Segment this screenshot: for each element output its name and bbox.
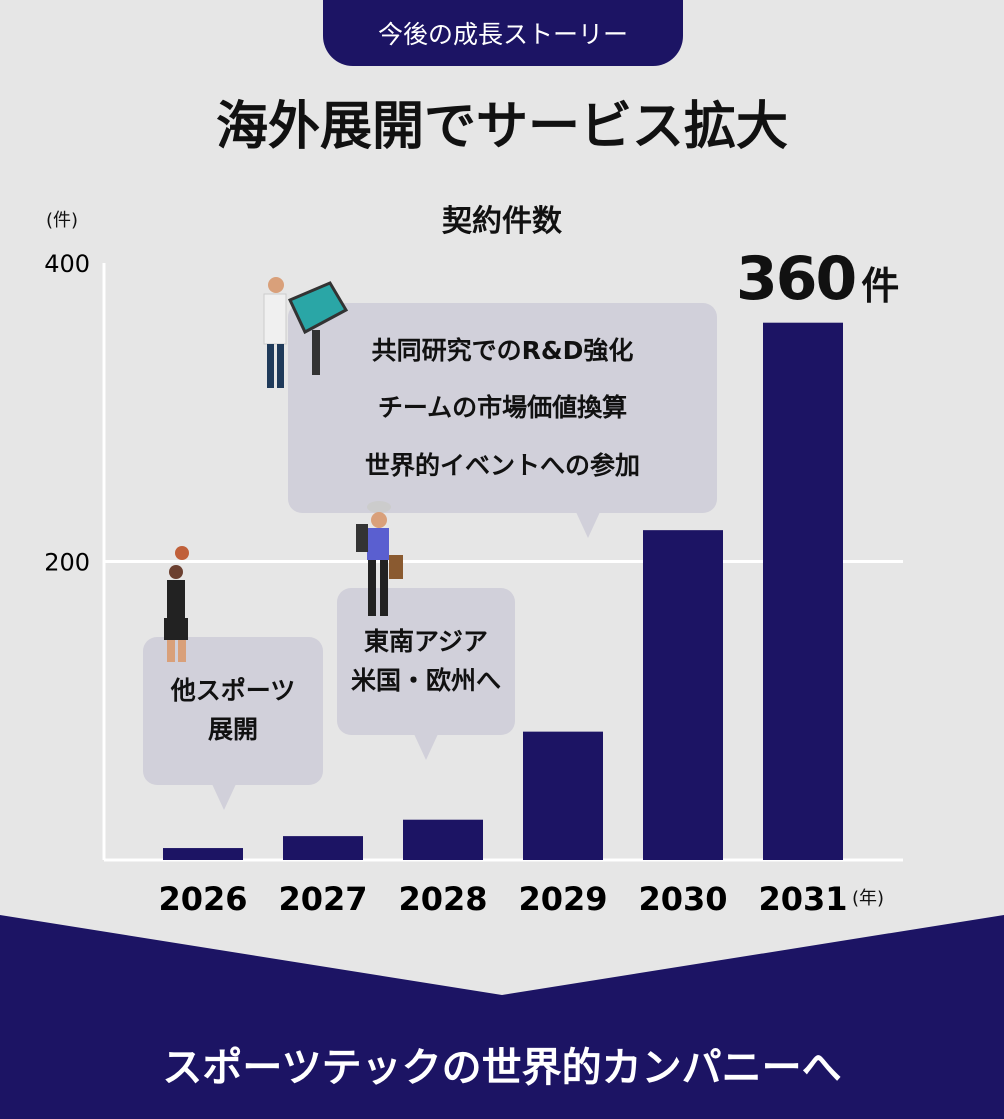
footer-text: スポーツテックの世界的カンパニーへ xyxy=(162,1045,842,1091)
page-title: 海外展開でサービス拡大 xyxy=(215,97,788,157)
x-tick-label: 2027 xyxy=(278,880,367,918)
bubble-tail xyxy=(414,734,438,760)
bubble-line: 米国・欧州へ xyxy=(350,665,501,695)
max-value: 360 xyxy=(736,244,857,314)
x-tick-label: 2029 xyxy=(518,880,607,918)
bar-2031 xyxy=(763,322,843,860)
speech-bubble-overseas: 東南アジア 米国・欧州へ xyxy=(337,588,515,735)
bubble-line: 東南アジア xyxy=(363,626,488,656)
y-tick-label: 400 xyxy=(44,250,90,278)
bubble-tail xyxy=(212,784,236,810)
bubble-line: 展開 xyxy=(207,715,258,744)
bubble-line: 世界的イベントへの参加 xyxy=(364,450,640,480)
y-axis-unit: (件) xyxy=(46,210,79,231)
chart-title: 契約件数 xyxy=(442,204,562,239)
x-tick-label: 2031 xyxy=(758,880,847,918)
speech-bubble-other-sports: 他スポーツ 展開 xyxy=(143,637,323,785)
y-tick-label: 200 xyxy=(44,549,90,577)
bubble-line: 共同研究でのR&D強化 xyxy=(371,335,634,365)
bubble-line: 他スポーツ xyxy=(170,676,296,706)
max-value-unit: 件 xyxy=(861,264,899,308)
bubble-tail xyxy=(576,512,600,538)
x-axis-unit: (年) xyxy=(852,888,885,909)
section-pill: 今後の成長ストーリー xyxy=(323,0,683,66)
x-tick-label: 2030 xyxy=(638,880,727,918)
max-value-label: 360 件 xyxy=(736,244,899,314)
bar-2028 xyxy=(403,819,483,860)
footer-shape xyxy=(0,915,1004,1119)
x-tick-label: 2026 xyxy=(158,880,247,918)
x-tick-label: 2028 xyxy=(398,880,487,918)
bar-2027 xyxy=(283,836,363,860)
bubble-line: チームの市場価値換算 xyxy=(377,393,628,423)
bar-2030 xyxy=(643,530,723,860)
bar-2026 xyxy=(163,848,243,860)
speech-bubble-rnd: 共同研究でのR&D強化 チームの市場価値換算 世界的イベントへの参加 xyxy=(288,303,717,513)
bar-2029 xyxy=(523,731,603,860)
